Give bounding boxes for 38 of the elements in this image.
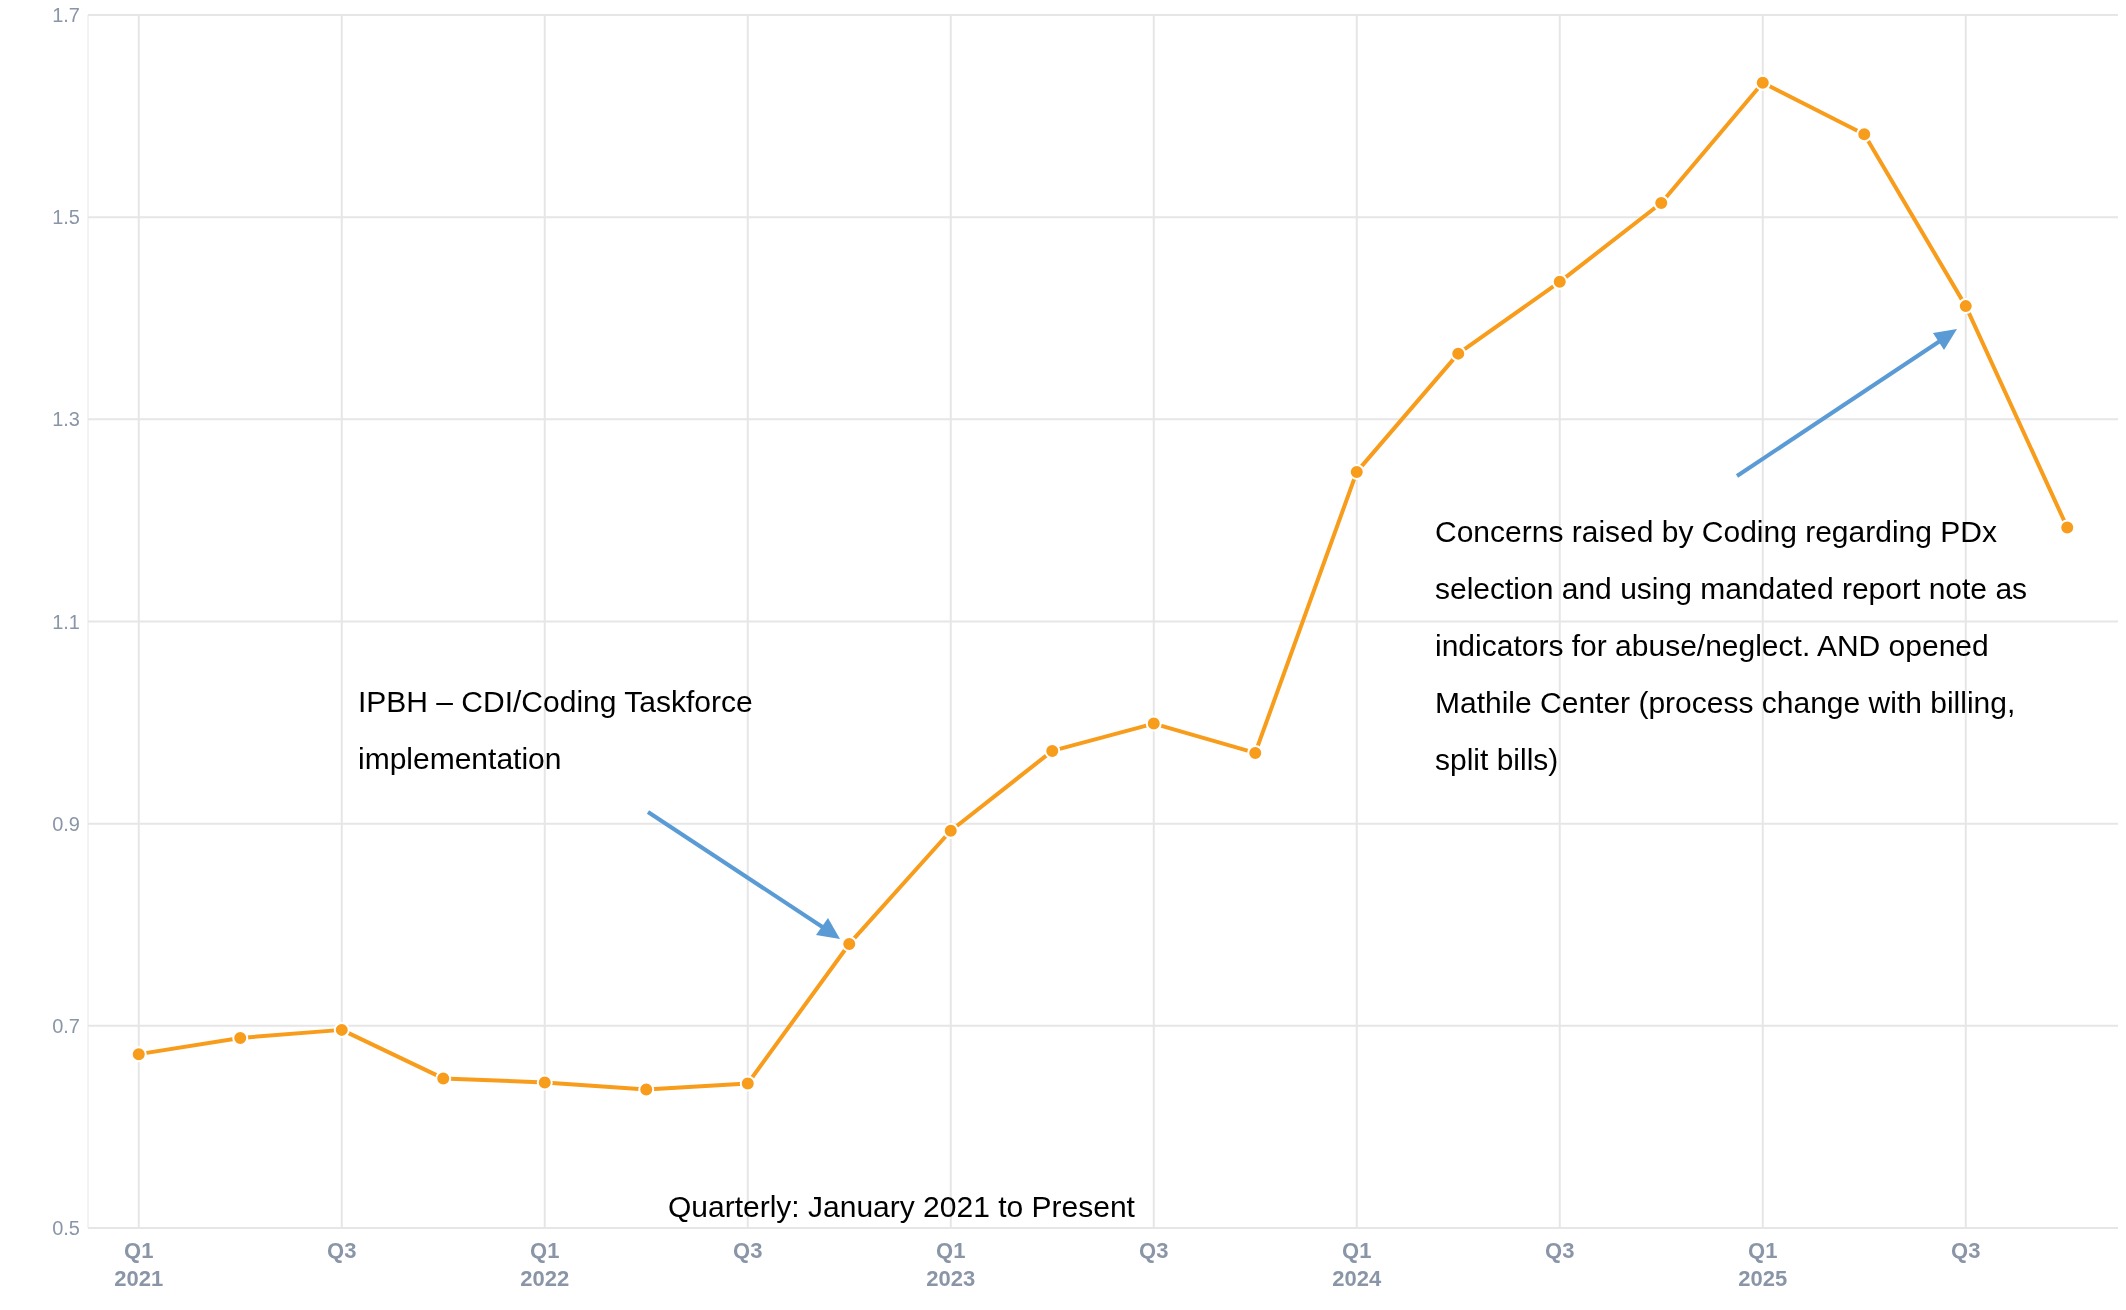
annotation: Concerns raised by Coding regarding PDx selection and using mandated report note as indicators for abuse/neglect. AND opened Mathile Center (process change with billing, split bills) [1435,514,2029,778]
point [942,822,959,839]
point [435,1070,452,1087]
x-tick-label: Q1 2024 [1332,1238,1382,1291]
point [130,1046,147,1063]
x-tick-label: Q1 2021 [114,1238,164,1291]
x-tick-label: Q3 [1951,1238,1981,1263]
point [1348,463,1365,480]
point [1145,715,1162,732]
point [1957,298,1974,315]
point [536,1074,553,1091]
point [1856,126,1873,143]
x-tick-label: Q3 [1545,1238,1575,1263]
x-tick-label: Q1 2023 [926,1238,976,1291]
y-tick-label: 1.1 [52,610,80,633]
y-tick-label: 0.5 [52,1217,80,1240]
point [1653,195,1670,212]
y-tick-label: 0.9 [52,812,80,835]
x-tick-label: Q1 2022 [520,1238,570,1291]
point [1551,273,1568,290]
point [1450,345,1467,362]
x-axis-title: Quarterly: January 2021 to Present [668,1189,1135,1225]
point [841,935,858,952]
y-tick-label: 1.5 [52,206,80,229]
y-tick-label: 1.7 [52,4,80,27]
x-tick-label: Q1 2025 [1738,1238,1788,1291]
point [2059,519,2076,536]
y-tick-label: 0.7 [52,1014,80,1037]
point [1754,74,1771,91]
point [739,1075,756,1092]
point [1247,744,1264,761]
annotation: IPBH – CDI/Coding Taskforce implementation [358,684,754,777]
point [333,1021,350,1038]
x-tick-label: Q3 [1139,1238,1169,1263]
x-tick-label: Q3 [733,1238,763,1263]
point [638,1081,655,1098]
y-tick-label: 1.3 [52,408,80,431]
x-tick-label: Q3 [327,1238,357,1263]
